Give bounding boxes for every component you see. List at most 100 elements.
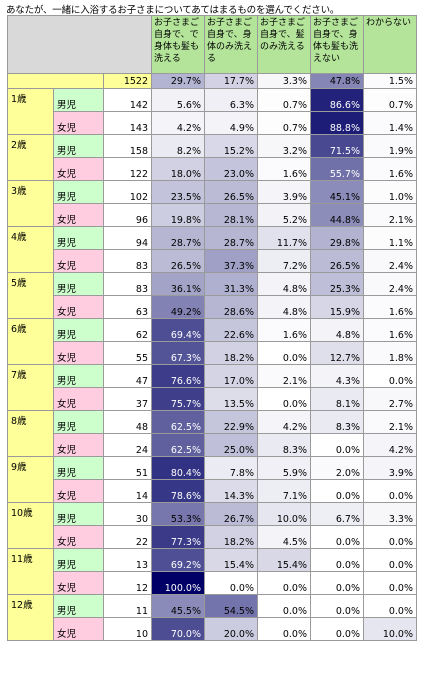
value-cell: 69.2% <box>151 548 205 572</box>
age-label: 9歳 <box>7 456 54 503</box>
value-cell: 7.2% <box>257 249 311 273</box>
value-cell: 17.0% <box>204 364 258 388</box>
total-row: 1522 29.7% 17.7% 3.3% 47.8% 1.5% <box>7 73 417 89</box>
value-cell: 0.0% <box>257 617 311 641</box>
value-cell: 0.0% <box>310 433 364 457</box>
value-cell: 22.9% <box>204 410 258 434</box>
value-cell: 0.0% <box>257 387 311 411</box>
value-cell: 8.3% <box>310 410 364 434</box>
value-cell: 4.8% <box>257 295 311 319</box>
sex-label: 女児 <box>53 341 104 365</box>
value-cell: 25.3% <box>310 272 364 296</box>
age-label: 7歳 <box>7 364 54 411</box>
value-cell: 0.0% <box>363 571 417 595</box>
value-cell: 3.3% <box>363 502 417 526</box>
value-cell: 3.3% <box>257 73 311 89</box>
sex-label: 男児 <box>53 502 104 526</box>
value-cell: 8.3% <box>257 433 311 457</box>
sample-size: 158 <box>103 134 152 158</box>
value-cell: 4.8% <box>257 272 311 296</box>
age-label: 12歳 <box>7 594 54 641</box>
table-row: 女児 96 19.8% 28.1% 5.2% 44.8% 2.1% <box>8 203 417 227</box>
sample-size: 1522 <box>103 73 152 89</box>
value-cell: 15.9% <box>310 295 364 319</box>
total-label-cell <box>7 73 104 89</box>
value-cell: 1.4% <box>363 111 417 135</box>
age-label: 5歳 <box>7 272 54 319</box>
value-cell: 12.7% <box>310 341 364 365</box>
table-row: 11歳 男児 13 69.2% 15.4% 15.4% 0.0% 0.0% <box>7 548 417 595</box>
value-cell: 1.6% <box>363 295 417 319</box>
value-cell: 15.2% <box>204 134 258 158</box>
age-label: 10歳 <box>7 502 54 549</box>
age-label: 1歳 <box>7 88 54 135</box>
value-cell: 1.6% <box>257 157 311 181</box>
value-cell: 2.4% <box>363 249 417 273</box>
sample-size: 142 <box>103 88 152 112</box>
value-cell: 10.0% <box>363 617 417 641</box>
value-cell: 49.2% <box>151 295 205 319</box>
value-cell: 18.0% <box>151 157 205 181</box>
page-title: あなたが、一緒に入浴するお子さまについてあてはまるものを選んでください。 <box>6 5 340 16</box>
value-cell: 26.5% <box>151 249 205 273</box>
value-cell: 20.0% <box>204 617 258 641</box>
value-cell: 1.0% <box>363 180 417 204</box>
value-cell: 0.7% <box>257 111 311 135</box>
sample-size: 102 <box>103 180 152 204</box>
table-row: 女児 122 18.0% 23.0% 1.6% 55.7% 1.6% <box>8 157 417 181</box>
value-cell: 26.5% <box>204 180 258 204</box>
value-cell: 28.1% <box>204 203 258 227</box>
table-row: 女児 55 67.3% 18.2% 0.0% 12.7% 1.8% <box>8 341 417 365</box>
sex-label: 女児 <box>53 111 104 135</box>
value-cell: 55.7% <box>310 157 364 181</box>
value-cell: 6.7% <box>310 502 364 526</box>
sex-label: 女児 <box>53 433 104 457</box>
value-cell: 75.7% <box>151 387 205 411</box>
value-cell: 17.7% <box>204 73 258 89</box>
value-cell: 0.0% <box>363 479 417 503</box>
value-cell: 2.0% <box>310 456 364 480</box>
sample-size: 83 <box>103 249 152 273</box>
age-label: 3歳 <box>7 180 54 227</box>
value-cell: 0.0% <box>257 594 311 618</box>
value-cell: 29.8% <box>310 226 364 250</box>
value-cell: 1.6% <box>363 318 417 342</box>
sample-size: 96 <box>103 203 152 227</box>
value-cell: 0.0% <box>363 525 417 549</box>
value-cell: 53.3% <box>151 502 205 526</box>
sex-label: 男児 <box>53 318 104 342</box>
value-cell: 0.0% <box>204 571 258 595</box>
header-row: お子さまご自身で、で身体も髪も洗える お子さまご自身で、身体のみ洗える お子さまご自… <box>7 15 417 74</box>
value-cell: 6.3% <box>204 88 258 112</box>
sample-size: 62 <box>103 318 152 342</box>
value-cell: 2.1% <box>363 203 417 227</box>
value-cell: 11.7% <box>257 226 311 250</box>
value-cell: 15.4% <box>257 548 311 572</box>
table-row: 女児 63 49.2% 28.6% 4.8% 15.9% 1.6% <box>8 295 417 319</box>
value-cell: 86.6% <box>310 88 364 112</box>
sample-size: 48 <box>103 410 152 434</box>
sex-label: 男児 <box>53 548 104 572</box>
value-cell: 2.4% <box>363 272 417 296</box>
column-header: お子さまご自身で、髪のみ洗える <box>257 15 311 74</box>
table-row: 女児 10 70.0% 20.0% 0.0% 0.0% 10.0% <box>8 617 417 641</box>
value-cell: 23.5% <box>151 180 205 204</box>
value-cell: 2.1% <box>363 410 417 434</box>
value-cell: 1.6% <box>363 157 417 181</box>
crosstab-table: お子さまご自身で、で身体も髪も洗える お子さまご自身で、身体のみ洗える お子さまご自… <box>7 15 417 641</box>
value-cell: 31.3% <box>204 272 258 296</box>
value-cell: 0.0% <box>310 525 364 549</box>
sample-size: 55 <box>103 341 152 365</box>
value-cell: 10.0% <box>257 502 311 526</box>
sample-size: 143 <box>103 111 152 135</box>
value-cell: 26.5% <box>310 249 364 273</box>
age-label: 2歳 <box>7 134 54 181</box>
sex-label: 女児 <box>53 249 104 273</box>
value-cell: 2.7% <box>363 387 417 411</box>
table-row: 2歳 男児 158 8.2% 15.2% 3.2% 71.5% 1.9% <box>7 134 417 181</box>
sample-size: 63 <box>103 295 152 319</box>
value-cell: 5.6% <box>151 88 205 112</box>
value-cell: 1.8% <box>363 341 417 365</box>
sex-label: 女児 <box>53 295 104 319</box>
value-cell: 5.2% <box>257 203 311 227</box>
